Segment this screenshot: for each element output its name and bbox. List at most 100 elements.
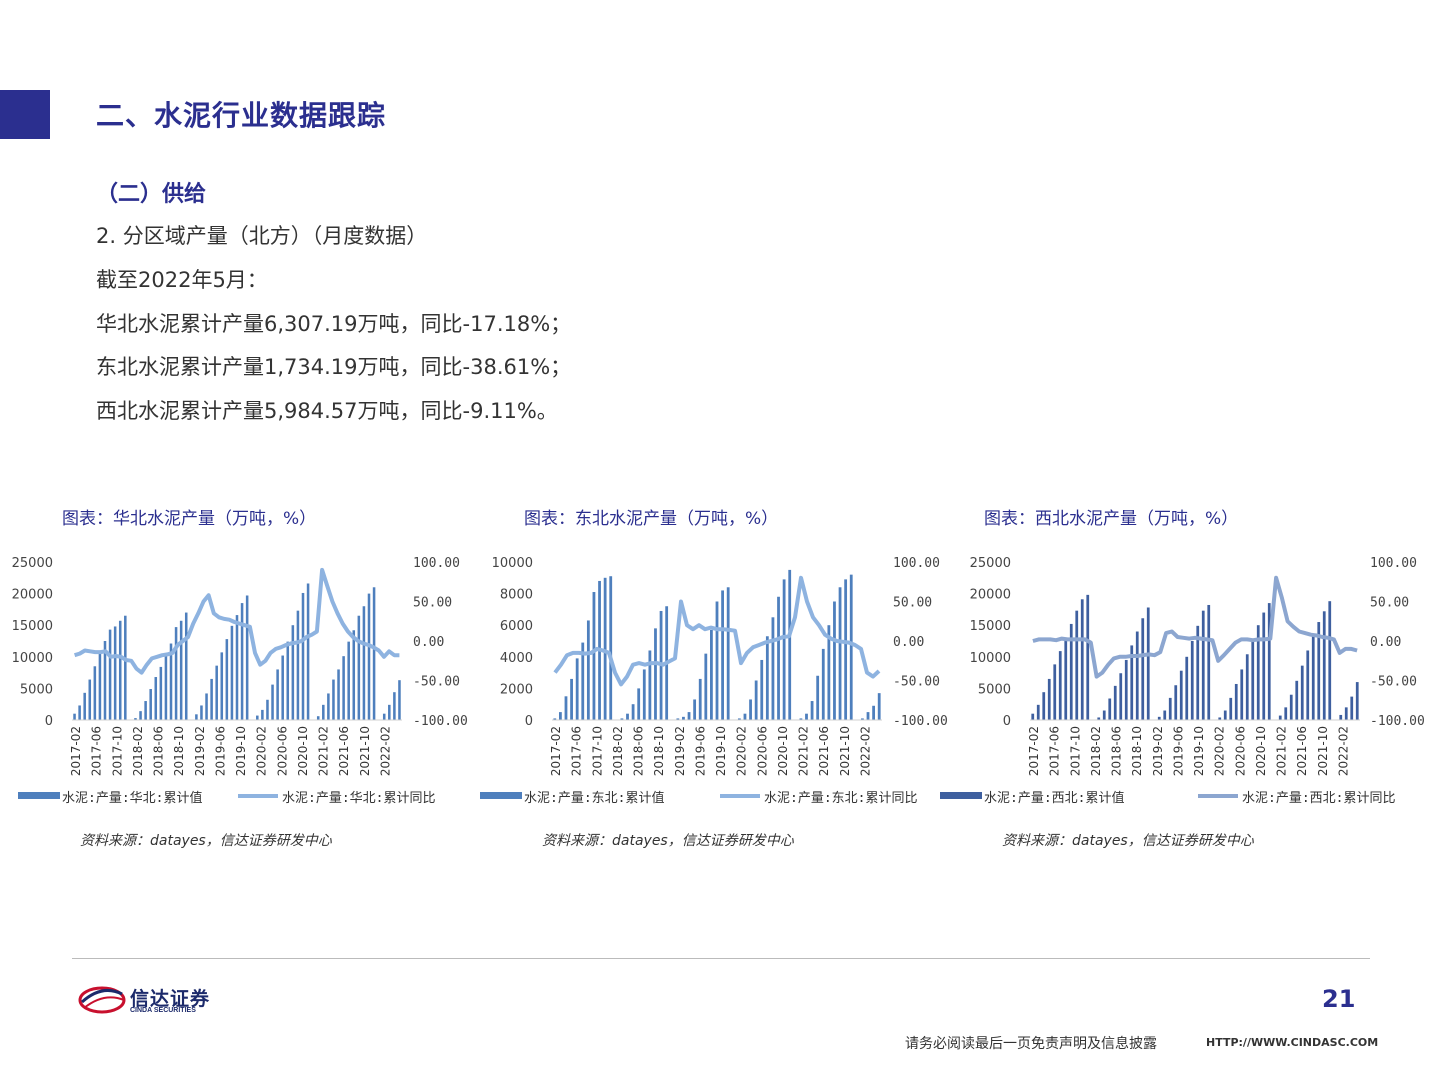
bar bbox=[154, 677, 158, 720]
right-axis-tick-label: -100.00 bbox=[893, 714, 948, 729]
bar bbox=[788, 569, 792, 720]
right-axis-tick-label: 50.00 bbox=[893, 596, 932, 611]
bar bbox=[118, 620, 122, 720]
cinda-logo-icon bbox=[78, 986, 126, 1014]
bar bbox=[682, 716, 685, 720]
x-axis-tick-label: 2018-02 bbox=[611, 726, 625, 776]
bar bbox=[382, 713, 386, 720]
legend-bar-swatch bbox=[480, 792, 522, 799]
bar bbox=[220, 652, 224, 720]
bar bbox=[1146, 607, 1150, 720]
right-axis-tick-label: 0.00 bbox=[1370, 635, 1401, 650]
bar bbox=[1240, 669, 1244, 720]
bar bbox=[637, 688, 641, 720]
bar bbox=[1119, 673, 1123, 720]
bar bbox=[760, 659, 764, 720]
x-axis-tick-label: 2017-02 bbox=[549, 726, 563, 776]
bar bbox=[1036, 704, 1040, 720]
bar bbox=[704, 653, 708, 720]
bar bbox=[849, 574, 853, 720]
bar bbox=[592, 592, 596, 720]
x-axis-tick-label: 2021-02 bbox=[797, 726, 811, 776]
x-axis-tick-label: 2017-10 bbox=[1068, 726, 1082, 776]
left-axis-tick-label: 25000 bbox=[970, 556, 1011, 571]
left-axis-tick-label: 5000 bbox=[978, 682, 1011, 697]
chart-title: 图表：西北水泥产量（万吨，%） bbox=[984, 509, 1239, 529]
bar bbox=[687, 712, 691, 720]
x-axis-tick-label: 2018-06 bbox=[1110, 726, 1124, 776]
x-axis-tick-label: 2020-10 bbox=[776, 726, 790, 776]
cinda-logo: 信达证券 CINDA SECURITIES bbox=[78, 980, 238, 1020]
x-axis-tick-label: 2020-06 bbox=[275, 726, 289, 776]
chart-source: 资料来源：datayes，信达证券研发中心 bbox=[80, 833, 332, 849]
legend-bar-label: 水泥:产量:华北:累计值 bbox=[62, 790, 202, 806]
footer-url[interactable]: HTTP://WWW.CINDASC.COM bbox=[1206, 1036, 1379, 1049]
bar bbox=[367, 593, 371, 720]
left-axis-tick-label: 10000 bbox=[492, 556, 533, 571]
right-axis-tick-label: 50.00 bbox=[1370, 596, 1409, 611]
bar bbox=[737, 718, 741, 720]
x-axis-tick-label: 2020-10 bbox=[296, 726, 310, 776]
left-axis-tick-label: 6000 bbox=[500, 619, 533, 634]
chart-huabei-svg: 0 5000 10000 15000 20000 25000 -100.00 -50.00 0.… bbox=[12, 556, 468, 806]
page-number: 21 bbox=[1322, 985, 1356, 1013]
bar bbox=[256, 715, 259, 720]
bar bbox=[620, 718, 624, 720]
legend-bar-swatch bbox=[18, 792, 60, 799]
bar bbox=[1284, 707, 1288, 720]
bar bbox=[1080, 599, 1084, 720]
bar bbox=[1157, 716, 1161, 720]
x-axis-tick-label: 2021-10 bbox=[838, 726, 852, 776]
right-axis-tick-label: -100.00 bbox=[1370, 714, 1425, 729]
bar bbox=[316, 716, 320, 720]
bar bbox=[134, 718, 137, 720]
x-axis-tick-label: 2017-02 bbox=[69, 726, 83, 776]
bar bbox=[586, 620, 590, 720]
x-axis-tick-label: 2018-02 bbox=[131, 726, 145, 776]
x-axis-tick-label: 2020-02 bbox=[735, 726, 749, 776]
bar bbox=[816, 675, 820, 720]
bar bbox=[603, 577, 607, 720]
bar bbox=[765, 636, 769, 720]
bar bbox=[1102, 710, 1106, 720]
summary-line-dongbei: 东北水泥累计产量1,734.19万吨，同比-38.61%； bbox=[96, 355, 572, 379]
left-axis-tick-label: 20000 bbox=[12, 588, 53, 603]
chart-xibei-svg: 0 5000 10000 15000 20000 25000 -100.00 -50.00 0.… bbox=[940, 556, 1425, 806]
x-axis-tick-label: 2020-06 bbox=[755, 726, 769, 776]
bar bbox=[78, 705, 81, 720]
left-axis-tick-label: 0 bbox=[1003, 714, 1011, 729]
x-axis-tick-label: 2019-06 bbox=[1171, 726, 1185, 776]
bar bbox=[164, 656, 168, 720]
bar bbox=[1295, 680, 1299, 720]
x-axis-tick-label: 2017-06 bbox=[570, 726, 584, 776]
bar bbox=[1311, 635, 1315, 720]
bar bbox=[205, 693, 208, 720]
bar bbox=[1058, 651, 1062, 720]
bar bbox=[1245, 654, 1249, 720]
x-axis-tick-label: 2022-02 bbox=[858, 726, 872, 776]
bar bbox=[73, 713, 76, 720]
legend-bar-label: 水泥:产量:东北:累计值 bbox=[524, 790, 664, 806]
bar bbox=[866, 712, 870, 720]
bar bbox=[777, 596, 780, 720]
x-axis-tick-label: 2018-06 bbox=[632, 726, 646, 776]
summary-line-huabei: 华北水泥累计产量6,307.19万吨，同比-17.18%； bbox=[96, 312, 572, 336]
line-series bbox=[553, 575, 881, 687]
bar bbox=[1251, 639, 1255, 720]
bar bbox=[631, 704, 635, 720]
bar bbox=[352, 630, 356, 720]
chart-source: 资料来源：datayes，信达证券研发中心 bbox=[1002, 833, 1254, 849]
legend-line-label: 水泥:产量:华北:累计同比 bbox=[282, 791, 435, 806]
bar bbox=[1278, 715, 1282, 720]
bar bbox=[271, 684, 274, 720]
bar bbox=[872, 705, 876, 720]
bar bbox=[570, 678, 573, 720]
bar bbox=[1262, 612, 1266, 720]
bar bbox=[1185, 656, 1189, 720]
bar bbox=[1163, 710, 1167, 720]
bar bbox=[245, 595, 249, 720]
bar bbox=[782, 579, 786, 720]
bar bbox=[276, 669, 279, 720]
bar bbox=[771, 617, 775, 720]
bar bbox=[698, 678, 702, 720]
